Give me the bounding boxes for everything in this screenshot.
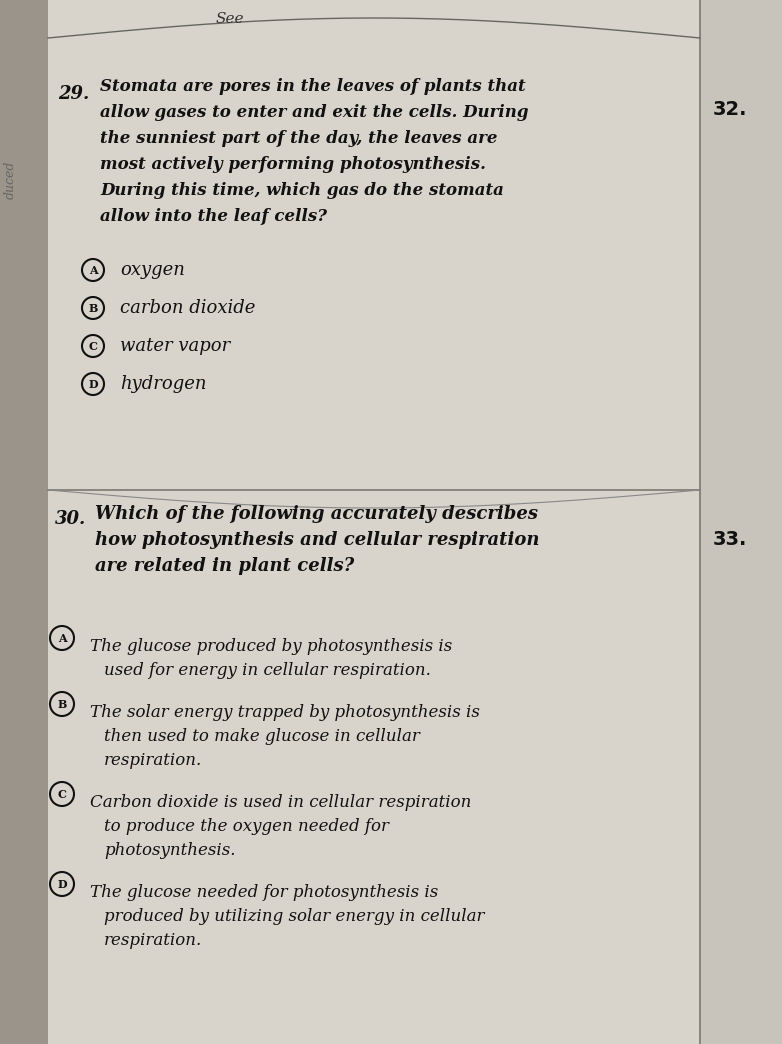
Text: D: D xyxy=(88,379,98,389)
Text: duced: duced xyxy=(3,161,16,199)
Text: Stomata are pores in the leaves of plants that: Stomata are pores in the leaves of plant… xyxy=(100,78,526,95)
Text: the sunniest part of the day, the leaves are: the sunniest part of the day, the leaves… xyxy=(100,130,497,147)
Text: respiration.: respiration. xyxy=(104,932,203,949)
Text: produced by utilizing solar energy in cellular: produced by utilizing solar energy in ce… xyxy=(104,908,485,925)
Text: water vapor: water vapor xyxy=(120,337,230,355)
Text: most actively performing photosynthesis.: most actively performing photosynthesis. xyxy=(100,156,486,173)
Text: hydrogen: hydrogen xyxy=(120,375,206,393)
Text: photosynthesis.: photosynthesis. xyxy=(104,843,235,859)
Text: allow into the leaf cells?: allow into the leaf cells? xyxy=(100,208,327,226)
Text: 29.: 29. xyxy=(58,85,89,103)
Text: A: A xyxy=(58,633,66,643)
Text: how photosynthesis and cellular respiration: how photosynthesis and cellular respirat… xyxy=(95,531,540,549)
Text: B: B xyxy=(88,303,98,313)
Text: C: C xyxy=(58,788,66,800)
Text: then used to make glucose in cellular: then used to make glucose in cellular xyxy=(104,728,420,745)
Text: A: A xyxy=(88,264,97,276)
Text: to produce the oxygen needed for: to produce the oxygen needed for xyxy=(104,818,389,835)
FancyBboxPatch shape xyxy=(700,0,782,1044)
Text: Carbon dioxide is used in cellular respiration: Carbon dioxide is used in cellular respi… xyxy=(90,794,472,811)
Text: 33.: 33. xyxy=(713,530,747,549)
Text: used for energy in cellular respiration.: used for energy in cellular respiration. xyxy=(104,662,431,679)
Text: respiration.: respiration. xyxy=(104,752,203,769)
Text: 32.: 32. xyxy=(712,100,748,119)
Text: C: C xyxy=(88,340,98,352)
Text: D: D xyxy=(57,878,66,889)
Text: are related in plant cells?: are related in plant cells? xyxy=(95,557,354,575)
Polygon shape xyxy=(0,0,48,1044)
Text: allow gases to enter and exit the cells. During: allow gases to enter and exit the cells.… xyxy=(100,104,529,121)
Text: Which of the following accurately describes: Which of the following accurately descri… xyxy=(95,505,538,523)
Text: B: B xyxy=(57,698,66,710)
Text: See: See xyxy=(216,11,244,26)
Text: 30.: 30. xyxy=(55,511,86,528)
Text: The glucose needed for photosynthesis is: The glucose needed for photosynthesis is xyxy=(90,884,438,901)
FancyBboxPatch shape xyxy=(48,0,782,1044)
Text: carbon dioxide: carbon dioxide xyxy=(120,299,256,317)
Text: oxygen: oxygen xyxy=(120,261,185,279)
Text: The solar energy trapped by photosynthesis is: The solar energy trapped by photosynthes… xyxy=(90,704,480,721)
Text: The glucose produced by photosynthesis is: The glucose produced by photosynthesis i… xyxy=(90,638,452,655)
Text: During this time, which gas do the stomata: During this time, which gas do the stoma… xyxy=(100,182,504,199)
